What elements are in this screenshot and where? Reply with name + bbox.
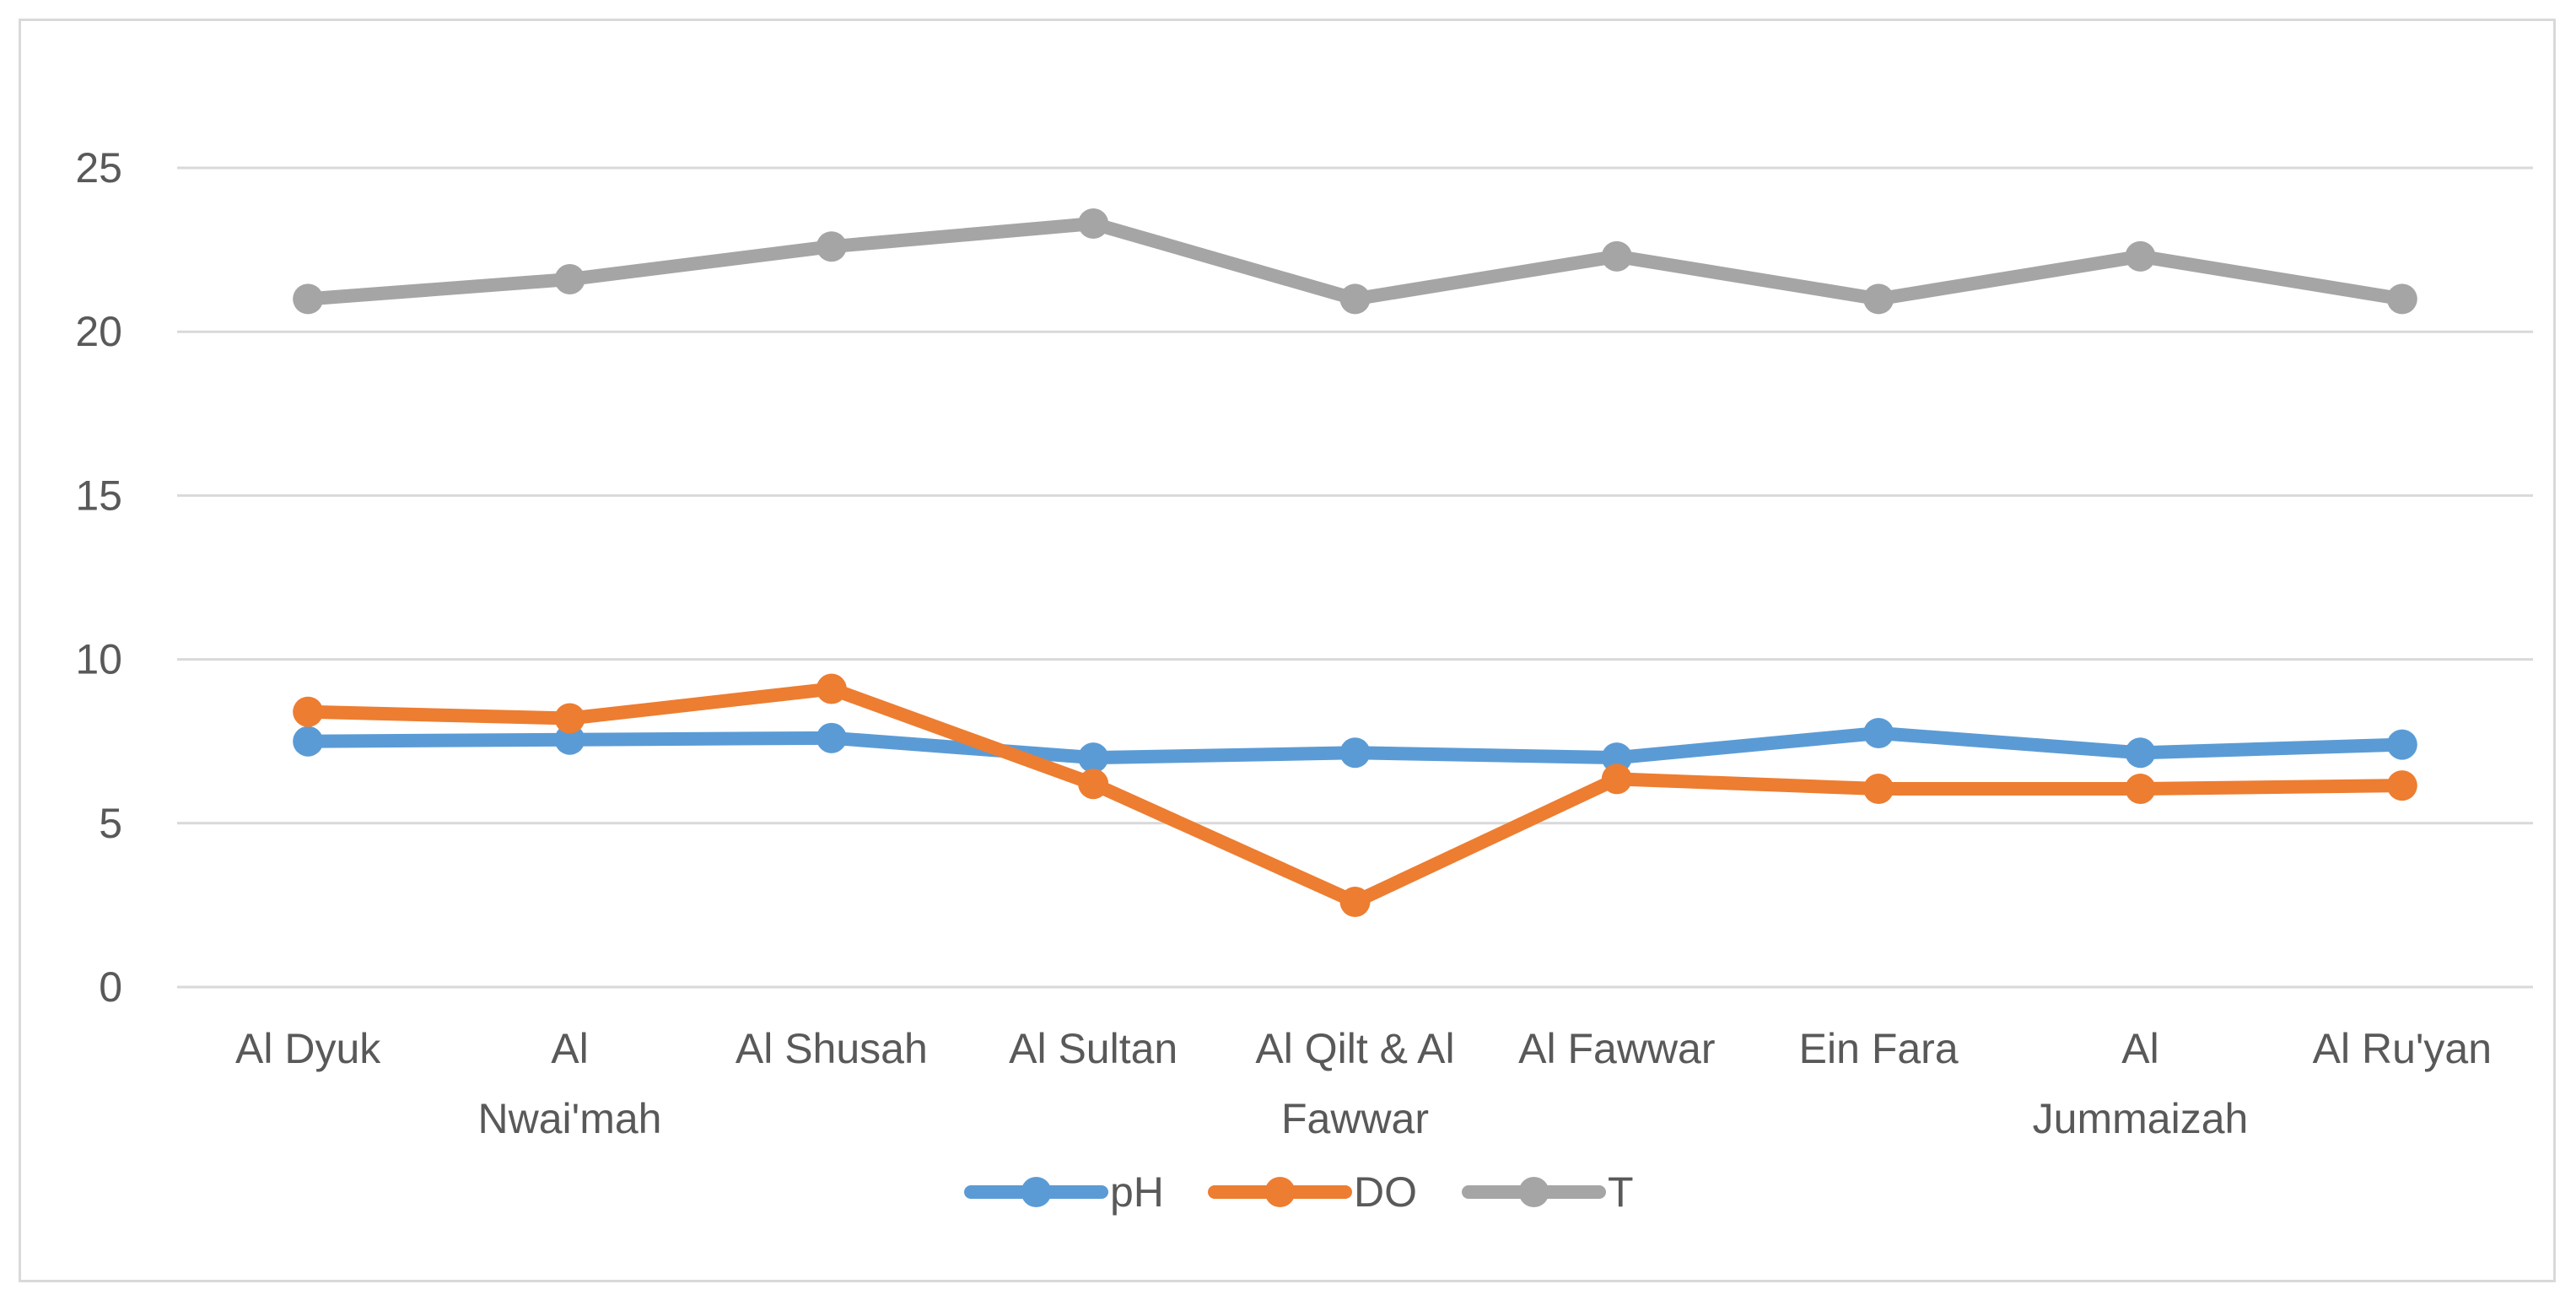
data-point-do xyxy=(1601,763,1632,795)
data-point-t xyxy=(1339,283,1371,315)
x-axis-ticks: Al Dyuk Al Nwai'mah Al Shusah Al Sultan Al Qi… xyxy=(235,1025,2492,1142)
legend-swatch-marker xyxy=(1518,1177,1549,1207)
legend: pH DO T xyxy=(964,1168,1634,1216)
data-point-ph xyxy=(1339,737,1371,769)
data-point-ph xyxy=(2386,729,2417,760)
data-point-t xyxy=(2125,240,2156,272)
x-tick-label-line: Al Shusah xyxy=(736,1025,928,1072)
x-tick-label-line: Al Qilt & Al xyxy=(1255,1025,1454,1072)
x-tick-label-line: Nwai'mah xyxy=(478,1095,662,1142)
y-tick-label: 20 xyxy=(75,308,122,355)
x-tick-label: Ein Fara xyxy=(1799,1025,1959,1072)
x-tick-label: Al Sultan xyxy=(1009,1025,1178,1072)
data-point-ph xyxy=(1078,742,1109,774)
data-point-do xyxy=(816,673,847,704)
y-tick-label: 0 xyxy=(99,963,122,1011)
legend-item-ph: pH xyxy=(964,1168,1164,1216)
y-tick-label: 15 xyxy=(75,472,122,519)
x-tick-label-line: Jummaizah xyxy=(2033,1095,2249,1142)
x-tick-label-line: Ein Fara xyxy=(1799,1025,1959,1072)
data-point-ph xyxy=(816,722,847,753)
data-point-do xyxy=(554,703,585,734)
legend-item-t: T xyxy=(1462,1168,1634,1216)
data-point-t xyxy=(1863,283,1894,315)
data-point-t xyxy=(293,283,324,315)
legend-swatch-marker xyxy=(1021,1177,1052,1207)
x-tick-label: Al Qilt & Al Fawwar xyxy=(1255,1025,1454,1142)
x-tick-label-line: Al xyxy=(551,1025,588,1072)
data-point-ph xyxy=(293,726,324,757)
legend-label: T xyxy=(1608,1168,1634,1216)
x-tick-label-line: Al Ru'yan xyxy=(2313,1025,2492,1072)
y-tick-label: 25 xyxy=(75,144,122,192)
chart-frame: 0 5 10 15 20 25 Al Dyuk Al Nwai'mah Al Shusah Al … xyxy=(19,19,2556,1282)
x-tick-label: Al Fawwar xyxy=(1518,1025,1715,1072)
legend-swatch-marker xyxy=(1264,1177,1296,1207)
legend-label: pH xyxy=(1110,1168,1164,1216)
data-point-do xyxy=(2125,774,2156,805)
legend-item-do: DO xyxy=(1208,1168,1417,1216)
data-point-do xyxy=(2386,770,2417,801)
series-line-do xyxy=(301,682,2409,909)
data-point-ph xyxy=(1601,742,1632,774)
y-axis-ticks: 0 5 10 15 20 25 xyxy=(75,144,122,1011)
legend-label: DO xyxy=(1354,1168,1417,1216)
data-point-t xyxy=(1078,208,1109,240)
data-point-do xyxy=(1863,774,1894,805)
data-point-do xyxy=(1078,769,1109,800)
x-tick-label-line: Fawwar xyxy=(1281,1095,1429,1142)
x-tick-label: Al Shusah xyxy=(736,1025,928,1072)
data-point-ph xyxy=(2125,737,2156,769)
x-tick-label: Al Nwai'mah xyxy=(478,1025,662,1142)
series-lines xyxy=(293,208,2417,918)
data-point-ph xyxy=(554,724,585,755)
y-tick-label: 5 xyxy=(99,800,122,847)
data-point-t xyxy=(816,231,847,262)
y-tick-label: 10 xyxy=(75,636,122,683)
x-tick-label-line: Al xyxy=(2121,1025,2158,1072)
x-tick-label-line: Al Dyuk xyxy=(235,1025,381,1072)
data-point-t xyxy=(2386,283,2417,315)
x-tick-label-line: Al Fawwar xyxy=(1518,1025,1715,1072)
data-point-do xyxy=(1339,887,1371,918)
x-tick-label: Al Ru'yan xyxy=(2313,1025,2492,1072)
data-point-ph xyxy=(1863,717,1894,748)
x-tick-label: Al Jummaizah xyxy=(2033,1025,2249,1142)
x-tick-label: Al Dyuk xyxy=(235,1025,381,1072)
data-point-t xyxy=(1601,240,1632,272)
gridlines xyxy=(177,166,2533,989)
x-tick-label-line: Al Sultan xyxy=(1009,1025,1178,1072)
data-point-t xyxy=(554,264,585,295)
data-point-do xyxy=(293,696,324,727)
